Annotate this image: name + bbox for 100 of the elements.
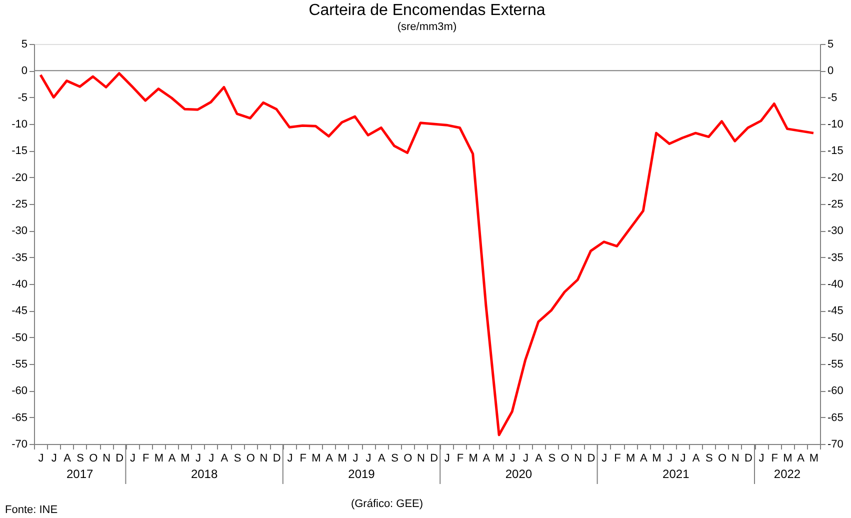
x-tick-label: A bbox=[692, 452, 700, 464]
x-tick-label: A bbox=[168, 452, 176, 464]
x-tick-label: S bbox=[234, 452, 242, 464]
y-tick-label: -5 bbox=[18, 92, 28, 104]
y-tick-label: -70 bbox=[12, 438, 28, 450]
x-tick-label: N bbox=[574, 452, 582, 464]
x-tick-label: F bbox=[614, 452, 622, 464]
y-tick-label: -50 bbox=[12, 332, 28, 344]
chart-title: Carteira de Encomendas Externa bbox=[308, 2, 546, 19]
x-tick-label: A bbox=[64, 452, 72, 464]
x-tick-label: D bbox=[744, 452, 752, 464]
y2-tick-label: -15 bbox=[828, 145, 844, 158]
x-tick-label: M bbox=[783, 452, 792, 464]
x-tick-label: M bbox=[468, 452, 478, 464]
text: 2017 bbox=[66, 467, 94, 481]
x-tick-label: A bbox=[378, 452, 386, 464]
x-tick-label: S bbox=[391, 452, 398, 464]
x-tick-label: J bbox=[38, 452, 44, 464]
x-tick-label: M bbox=[494, 452, 504, 464]
y2-tick-label: -70 bbox=[828, 438, 844, 450]
y2-tick-label: -65 bbox=[828, 412, 844, 424]
x-tick-label: J bbox=[523, 452, 528, 464]
x-tick-label: F bbox=[142, 452, 150, 464]
y-tick-label: -55 bbox=[12, 358, 28, 370]
x-tick-label: J bbox=[510, 452, 516, 464]
y-tick-label: -30 bbox=[12, 225, 28, 238]
x-tick-label: O bbox=[718, 452, 727, 464]
y-tick-label: -40 bbox=[12, 278, 28, 290]
x-tick-label: O bbox=[404, 452, 413, 464]
x-tick-label: S bbox=[548, 452, 556, 464]
y-tick-label: -20 bbox=[12, 172, 28, 184]
y2-tick-label: -35 bbox=[828, 252, 844, 264]
y-tick-label: -65 bbox=[12, 412, 28, 424]
x-tick-label: J bbox=[444, 452, 450, 464]
y2-tick-label: -55 bbox=[828, 358, 844, 370]
x-tick-label: J bbox=[366, 452, 372, 464]
y2-tick-label: -30 bbox=[828, 225, 844, 238]
x-tick-label: N bbox=[102, 452, 111, 464]
source-note: Fonte: INE bbox=[5, 504, 58, 516]
y-tick-label: -35 bbox=[12, 252, 28, 264]
y-tick-label: -10 bbox=[12, 118, 28, 130]
y2-tick-label: -50 bbox=[828, 332, 844, 344]
y2-tick-label: -10 bbox=[828, 118, 844, 130]
x-tick-label: J bbox=[51, 452, 57, 464]
x-tick-label: M bbox=[652, 452, 662, 464]
x-tick-label: J bbox=[602, 452, 608, 464]
y-tick-label: -60 bbox=[12, 385, 28, 398]
x-tick-label: F bbox=[456, 452, 464, 464]
x-tick-label: N bbox=[260, 452, 268, 464]
y-tick-label: 0 bbox=[21, 65, 28, 78]
x-tick-label: M bbox=[180, 452, 190, 464]
x-tick-label: J bbox=[287, 452, 293, 464]
x-tick-label: M bbox=[809, 452, 819, 464]
x-tick-label: J bbox=[130, 452, 136, 464]
x-tick-label: F bbox=[771, 452, 778, 464]
x-tick-label: A bbox=[482, 452, 491, 464]
y2-tick-label: -25 bbox=[828, 198, 844, 210]
y2-tick-label: -20 bbox=[828, 172, 844, 184]
x-tick-label: A bbox=[797, 452, 806, 464]
x-tick-label: D bbox=[272, 452, 281, 464]
x-tick-label: J bbox=[352, 452, 358, 464]
y-tick-label: -25 bbox=[12, 198, 28, 210]
x-tick-label: S bbox=[76, 452, 84, 464]
x-tick-label: J bbox=[680, 452, 686, 464]
chart-subtitle: (sre/mm3m) bbox=[397, 21, 457, 33]
x-tick-label: A bbox=[535, 452, 544, 464]
x-tick-label: O bbox=[246, 452, 256, 464]
x-tick-label: M bbox=[312, 452, 321, 464]
y2-tick-label: -45 bbox=[828, 305, 844, 318]
x-tick-label: F bbox=[300, 452, 307, 464]
x-tick-label: M bbox=[626, 452, 636, 464]
x-tick-label: D bbox=[587, 452, 596, 464]
text: 2019 bbox=[348, 467, 376, 481]
y-tick-label: -45 bbox=[12, 305, 28, 318]
y-tick-label: -15 bbox=[12, 145, 28, 158]
y2-tick-label: 0 bbox=[828, 65, 834, 78]
text: (Gráfico: GEE) bbox=[350, 498, 424, 510]
x-tick-label: A bbox=[220, 452, 229, 464]
y2-tick-label: -40 bbox=[828, 278, 844, 290]
x-tick-label: A bbox=[326, 452, 334, 464]
y-tick-label: 5 bbox=[21, 38, 28, 50]
x-tick-label: J bbox=[758, 452, 764, 464]
x-tick-label: D bbox=[430, 452, 438, 464]
x-tick-label: O bbox=[560, 452, 570, 464]
x-tick-label: M bbox=[154, 452, 164, 464]
y2-tick-label: -60 bbox=[828, 385, 844, 398]
x-tick-label: D bbox=[116, 452, 124, 464]
x-tick-label: A bbox=[640, 452, 648, 464]
x-tick-label: J bbox=[196, 452, 201, 464]
x-tick-label: S bbox=[705, 452, 713, 464]
text: 2022 bbox=[774, 467, 801, 481]
y2-tick-label: 5 bbox=[828, 38, 834, 50]
x-tick-label: M bbox=[338, 452, 347, 464]
text: 2021 bbox=[662, 467, 690, 481]
text: 2020 bbox=[505, 467, 532, 481]
y2-tick-label: -5 bbox=[828, 92, 838, 104]
x-tick-label: N bbox=[731, 452, 740, 464]
x-tick-label: J bbox=[667, 452, 673, 464]
x-tick-label: O bbox=[89, 452, 98, 464]
x-tick-label: N bbox=[416, 452, 425, 464]
